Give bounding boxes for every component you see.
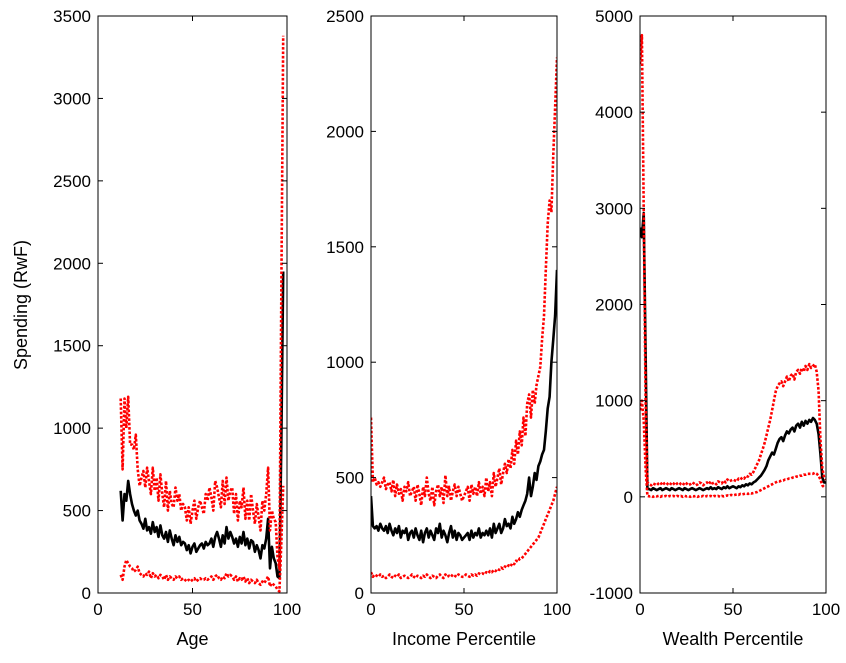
x-axis-title: Income Percentile [392, 629, 536, 649]
y-tick-label: 2500 [326, 7, 364, 26]
y-tick-label: 0 [82, 584, 91, 603]
series-upper-bound-line [640, 33, 826, 487]
y-tick-label: 1000 [53, 419, 91, 438]
x-tick-label: 0 [366, 600, 375, 619]
y-tick-label: 1500 [326, 238, 364, 257]
series-lower-bound-line [119, 485, 285, 593]
y-tick-label: 500 [336, 469, 364, 488]
series-upper-bound-line [371, 57, 557, 507]
y-tick-label: -1000 [590, 584, 633, 603]
series-mean-line [119, 271, 285, 580]
y-tick-label: 2500 [53, 172, 91, 191]
y-tick-label: 1000 [326, 353, 364, 372]
y-tick-label: 2000 [326, 122, 364, 141]
y-tick-label: 500 [63, 502, 91, 521]
y-tick-label: 4000 [595, 103, 633, 122]
series-lower-bound-line [640, 399, 826, 499]
y-tick-label: 1000 [595, 392, 633, 411]
y-tick-label: 0 [624, 488, 633, 507]
x-tick-label: 0 [635, 600, 644, 619]
axes-frame [97, 15, 288, 594]
y-axis-title: Spending (RwF) [11, 240, 31, 370]
series-upper-bound-line [119, 35, 285, 570]
x-axis-title: Wealth Percentile [663, 629, 804, 649]
x-tick-label: 50 [183, 600, 202, 619]
x-tick-label: 50 [724, 600, 743, 619]
y-tick-label: 1500 [53, 337, 91, 356]
y-tick-label: 3000 [53, 89, 91, 108]
x-tick-label: 100 [543, 600, 571, 619]
series-mean-line [640, 211, 826, 492]
x-tick-label: 0 [93, 600, 102, 619]
y-tick-label: 2000 [53, 254, 91, 273]
y-tick-label: 5000 [595, 7, 633, 26]
axes-frame [370, 15, 558, 594]
series-lower-bound-line [371, 486, 557, 580]
axes-frame [639, 15, 827, 594]
y-tick-label: 2000 [595, 296, 633, 315]
y-tick-label: 3500 [53, 7, 91, 26]
x-tick-label: 100 [812, 600, 840, 619]
x-tick-label: 50 [455, 600, 474, 619]
x-tick-label: 100 [273, 600, 301, 619]
y-tick-label: 3000 [595, 199, 633, 218]
series-mean-line [371, 269, 557, 544]
x-axis-title: Age [176, 629, 208, 649]
y-tick-label: 0 [355, 584, 364, 603]
